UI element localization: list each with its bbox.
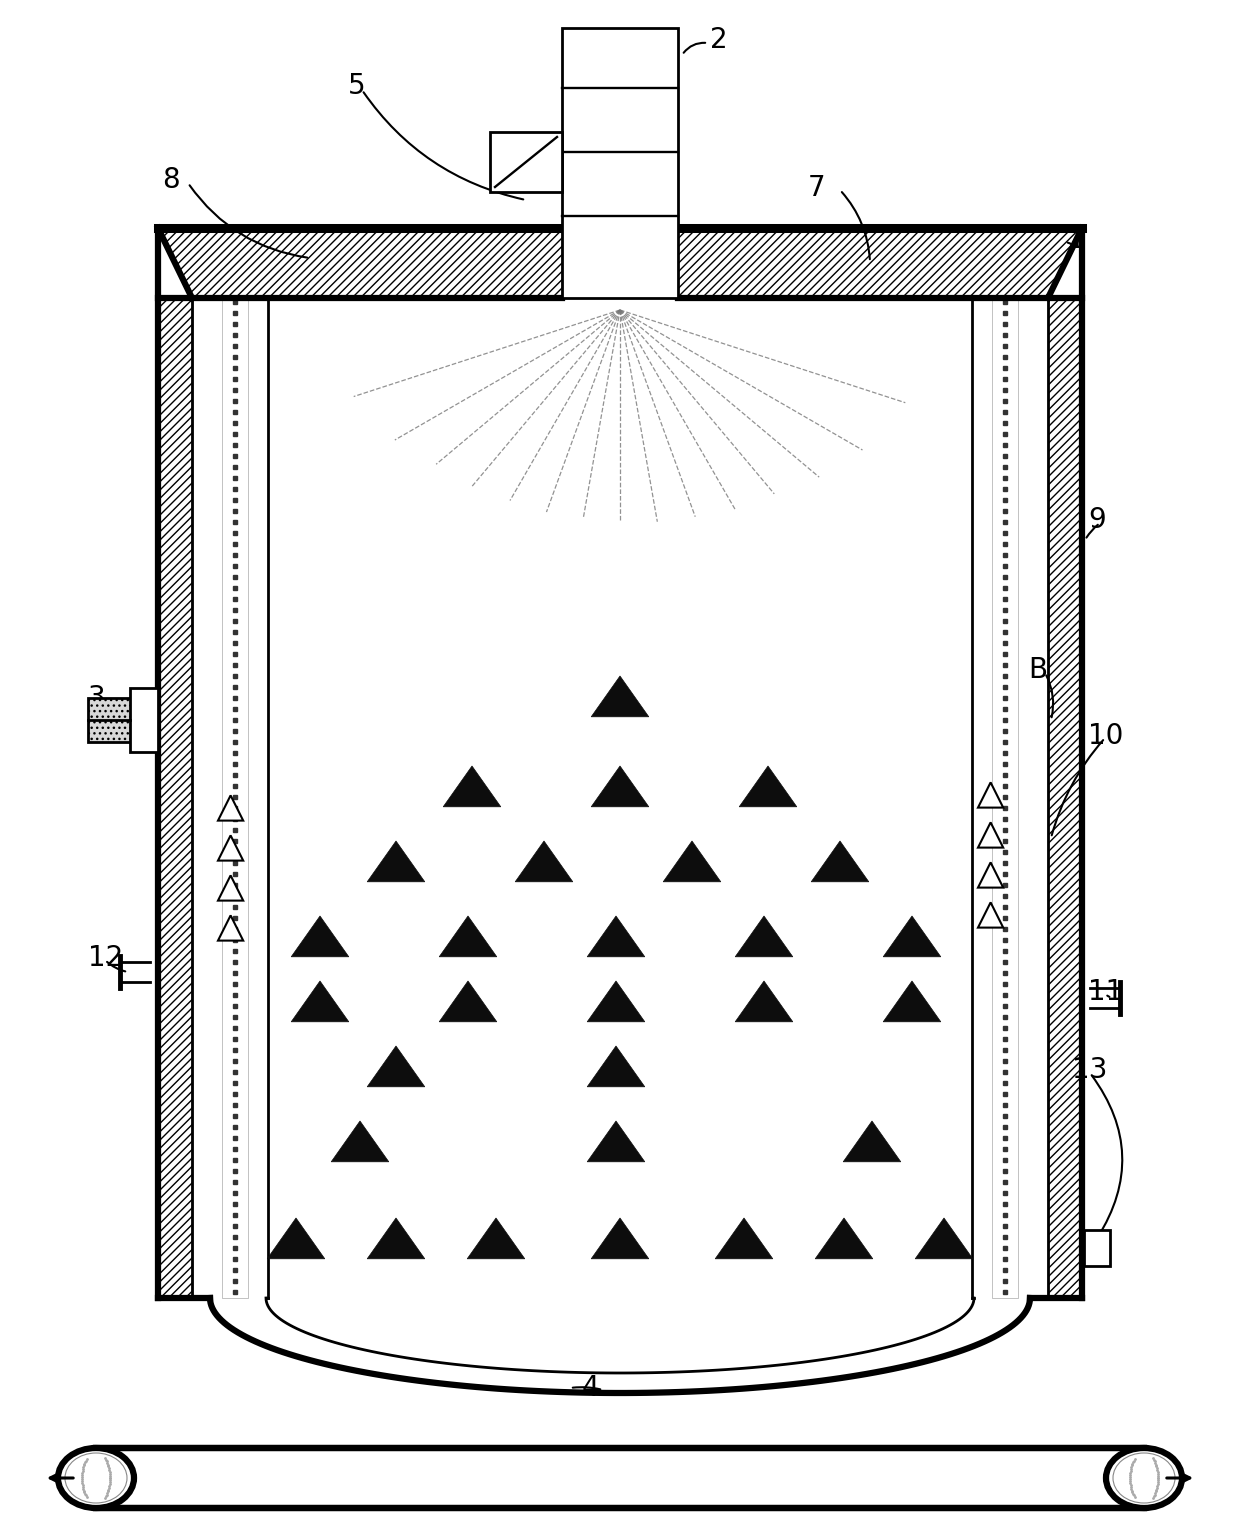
Polygon shape (439, 916, 497, 956)
Polygon shape (678, 228, 1083, 298)
Bar (1084, 1230, 1110, 1265)
Ellipse shape (1106, 1447, 1182, 1509)
Polygon shape (978, 782, 1003, 808)
Polygon shape (218, 915, 243, 941)
Polygon shape (331, 1121, 389, 1161)
Text: 13: 13 (1073, 1056, 1107, 1083)
Polygon shape (591, 1218, 649, 1259)
Polygon shape (467, 1218, 525, 1259)
Bar (88, 698, 136, 742)
Polygon shape (588, 1121, 645, 1161)
Polygon shape (591, 767, 649, 806)
Polygon shape (439, 981, 497, 1022)
Bar (157, 298, 192, 1297)
Polygon shape (218, 796, 243, 820)
Ellipse shape (58, 1447, 134, 1509)
Polygon shape (291, 981, 348, 1022)
Text: 8: 8 (162, 165, 180, 194)
Text: B: B (1028, 656, 1047, 684)
Polygon shape (367, 1218, 425, 1259)
Polygon shape (978, 863, 1003, 887)
Text: 3: 3 (88, 684, 105, 711)
Bar (1048, 298, 1083, 1297)
Text: 6: 6 (1118, 1444, 1136, 1472)
Polygon shape (978, 903, 1003, 927)
Polygon shape (218, 835, 243, 860)
Text: 10: 10 (1087, 722, 1123, 750)
Polygon shape (663, 842, 720, 881)
Bar (490, 132, 562, 191)
Text: 7: 7 (808, 174, 826, 202)
Polygon shape (739, 767, 797, 806)
Bar (130, 688, 157, 753)
Text: 9: 9 (1087, 506, 1106, 534)
Polygon shape (218, 875, 243, 901)
Polygon shape (367, 842, 425, 881)
Polygon shape (843, 1121, 900, 1161)
Polygon shape (883, 916, 941, 956)
Polygon shape (883, 981, 941, 1022)
Polygon shape (591, 676, 649, 716)
Text: 5: 5 (348, 72, 366, 99)
Polygon shape (735, 916, 792, 956)
Bar (992, 298, 1018, 1297)
Text: 12: 12 (88, 944, 123, 972)
Polygon shape (811, 842, 869, 881)
Polygon shape (267, 1297, 973, 1372)
Polygon shape (291, 916, 348, 956)
Polygon shape (978, 823, 1003, 848)
Polygon shape (915, 1218, 973, 1259)
Polygon shape (367, 1047, 425, 1086)
Text: 11: 11 (1087, 978, 1123, 1007)
Bar (222, 298, 248, 1297)
Polygon shape (588, 1047, 645, 1086)
Bar (562, 28, 678, 298)
Polygon shape (588, 916, 645, 956)
Polygon shape (588, 981, 645, 1022)
Polygon shape (735, 981, 792, 1022)
Bar (95, 1447, 1145, 1509)
Polygon shape (443, 767, 501, 806)
Polygon shape (815, 1218, 873, 1259)
Text: 2: 2 (711, 26, 728, 54)
Polygon shape (157, 228, 562, 298)
Polygon shape (515, 842, 573, 881)
Polygon shape (715, 1218, 773, 1259)
Text: 4: 4 (582, 1374, 599, 1401)
Text: 1: 1 (1068, 226, 1086, 254)
Polygon shape (267, 1218, 325, 1259)
